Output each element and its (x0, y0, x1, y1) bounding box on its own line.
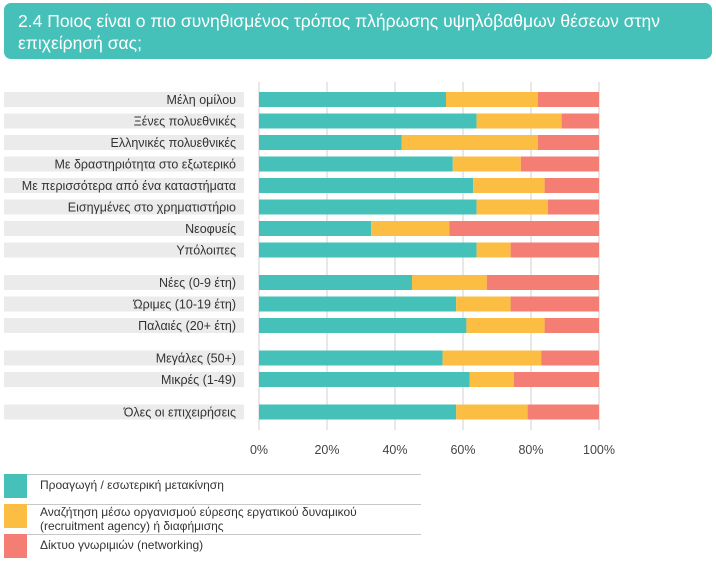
category-label: Υπόλοιπες (176, 244, 236, 258)
category-label: Με δραστηριότητα στο εξωτερικό (55, 158, 237, 172)
bar-segment-s2 (371, 221, 450, 236)
legend-divider (27, 504, 421, 505)
bar-segment-s2 (401, 135, 538, 150)
bar-segment-s3 (541, 350, 599, 366)
bar-segment-s3 (510, 242, 599, 258)
bar-segment-s3 (544, 178, 599, 193)
category-label-bg (4, 275, 244, 290)
x-tick-label: 40% (382, 443, 407, 457)
bar-segment-s3 (520, 156, 599, 172)
bar-segment-s3 (537, 92, 599, 107)
category-label-bg (4, 372, 244, 387)
bar-segment-s3 (486, 275, 599, 290)
category-label: Ώριμες (10-19 έτη) (132, 298, 236, 312)
legend-divider (27, 474, 421, 475)
category-label: Με περισσότερα από ένα καταστήματα (22, 179, 236, 193)
bar-segment-s2 (446, 92, 538, 107)
category-label-bg (4, 350, 244, 366)
category-label-bg (4, 113, 244, 129)
category-label-bg (4, 318, 244, 333)
category-label: Παλαιές (20+ έτη) (138, 319, 236, 333)
legend-swatch (4, 504, 27, 528)
bar-segment-s2 (473, 178, 545, 193)
bar-segment-s1 (259, 113, 477, 129)
category-label: Μέλη ομίλου (167, 93, 237, 107)
legend-item: Αναζήτηση μέσω οργανισμού εύρεσης εργατι… (4, 504, 424, 533)
legend-divider (27, 534, 421, 535)
bar-segment-s3 (510, 296, 599, 312)
chart-title: 2.4 Ποιος είναι ο πιο συνηθισμένος τρόπο… (4, 3, 712, 59)
bar-segment-s1 (259, 92, 446, 107)
bar-segment-s2 (456, 296, 511, 312)
bar-segment-s1 (259, 372, 470, 387)
category-label-bg (4, 156, 244, 172)
bar-segment-s1 (259, 275, 412, 290)
category-label-bg (4, 296, 244, 312)
legend-label: Προαγωγή / εσωτερική μετακίνηση (40, 478, 224, 492)
bar-segment-s1 (259, 242, 477, 258)
category-label-bg (4, 242, 244, 258)
bar-segment-s2 (476, 242, 511, 258)
category-label-bg (4, 135, 244, 150)
bar-segment-s2 (442, 350, 542, 366)
category-label: Νέες (0-9 έτη) (159, 276, 236, 290)
legend: Προαγωγή / εσωτερική μετακίνηση Αναζήτηση… (0, 474, 716, 567)
bar-segment-s2 (476, 113, 562, 129)
category-label-bg (4, 178, 244, 193)
bar-segment-s1 (259, 296, 457, 312)
bar-segment-s3 (561, 113, 599, 129)
bar-segment-s3 (527, 404, 599, 420)
bar-segment-s3 (544, 318, 599, 333)
bar-segment-s1 (259, 135, 402, 150)
category-label-bg (4, 199, 244, 215)
bar-segment-s1 (259, 199, 477, 215)
x-tick-label: 100% (583, 443, 615, 457)
bar-segment-s3 (537, 135, 599, 150)
category-label: Εισηγμένες στο χρηματιστήριο (68, 201, 236, 215)
category-label-bg (4, 404, 244, 420)
bar-segment-s1 (259, 221, 372, 236)
bar-segment-s2 (456, 404, 528, 420)
category-label-bg (4, 221, 244, 236)
bar-segment-s1 (259, 178, 474, 193)
bar-segment-s2 (469, 372, 514, 387)
bar-segment-s2 (412, 275, 487, 290)
bar-segment-s2 (476, 199, 548, 215)
legend-label: Αναζήτηση μέσω οργανισμού εύρεσης εργατι… (40, 505, 357, 533)
x-tick-label: 80% (518, 443, 543, 457)
legend-swatch (4, 534, 27, 558)
category-label: Νεοφυείς (185, 222, 236, 236)
x-tick-label: 0% (250, 443, 268, 457)
legend-swatch (4, 474, 27, 498)
category-label: Μεγάλες (50+) (156, 352, 236, 366)
category-label: Μικρές (1-49) (161, 373, 236, 387)
legend-item: Δίκτυο γνωριμιών (networking) (4, 534, 424, 562)
stacked-bar-chart: 0% 20% 40% 60% 80% 100% Μέλη ομίλου Ξένες πολυε… (4, 82, 615, 457)
bar-segment-s1 (259, 404, 457, 420)
category-label: Ελληνικές πολυεθνικές (111, 136, 236, 150)
bar-segment-s3 (449, 221, 599, 236)
bar-segment-s3 (514, 372, 599, 387)
category-label: Ξένες πολυεθνικές (134, 115, 236, 129)
bar-segment-s1 (259, 318, 467, 333)
bar-segment-s2 (466, 318, 545, 333)
category-label: Όλες οι επιχειρήσεις (123, 406, 236, 420)
x-tick-label: 20% (314, 443, 339, 457)
bar-segment-s1 (259, 350, 443, 366)
x-tick-label: 60% (450, 443, 475, 457)
bar-segment-s2 (452, 156, 521, 172)
legend-item: Προαγωγή / εσωτερική μετακίνηση (4, 474, 424, 502)
legend-label: Δίκτυο γνωριμιών (networking) (40, 538, 204, 552)
bar-segment-s3 (548, 199, 599, 215)
bar-segment-s1 (259, 156, 453, 172)
category-label-bg (4, 92, 244, 107)
